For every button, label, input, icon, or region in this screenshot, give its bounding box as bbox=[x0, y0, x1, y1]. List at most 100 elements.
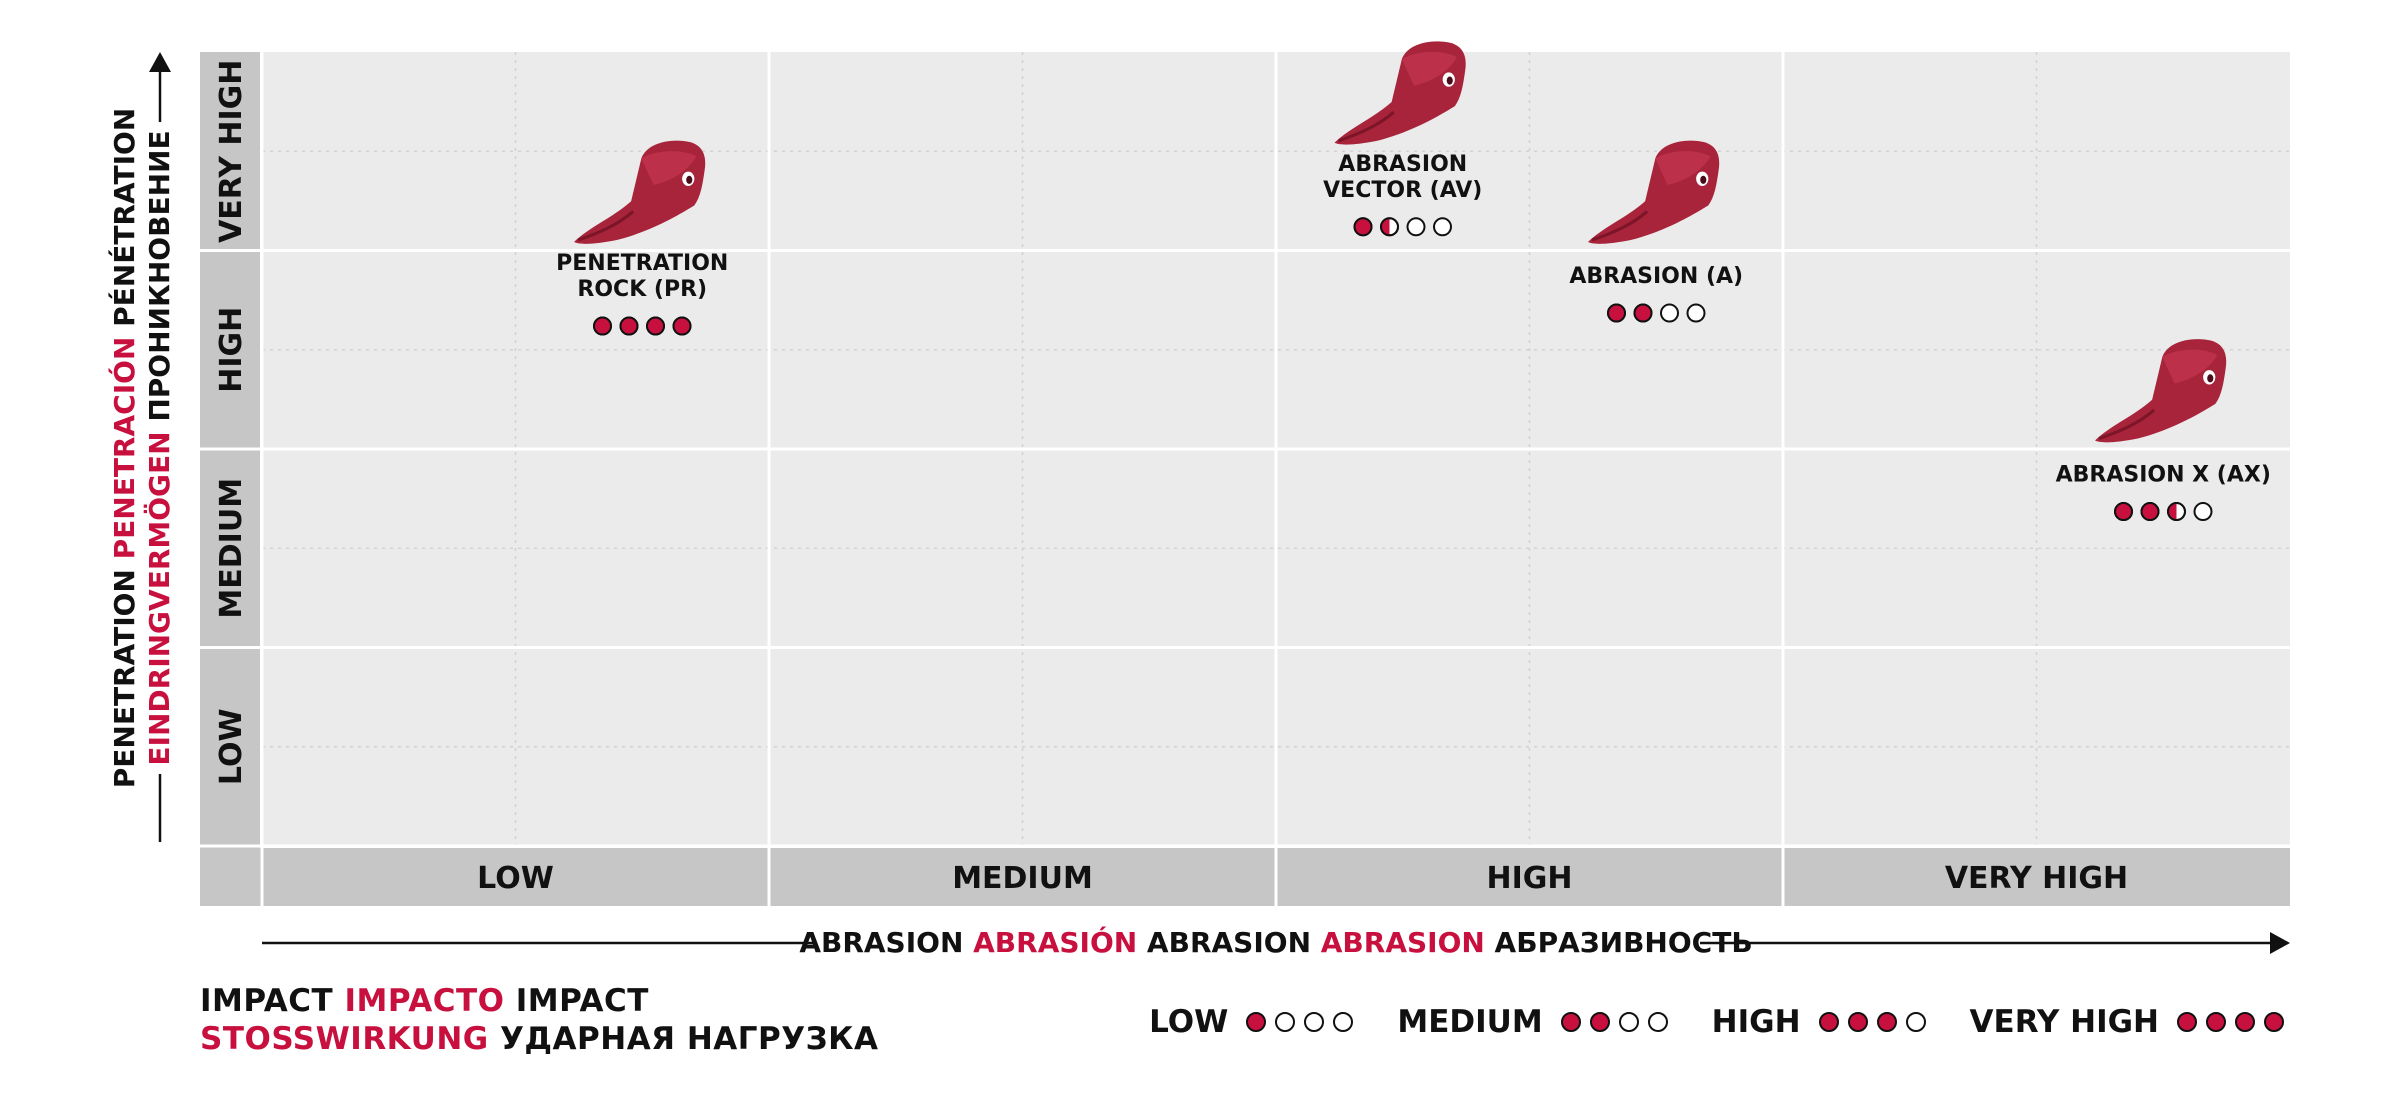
marker-edge bbox=[1338, 111, 1395, 143]
legend-dot bbox=[1618, 1012, 1639, 1032]
legend-level-label: MEDIUM bbox=[1397, 1004, 1543, 1040]
impact-dot-full bbox=[1633, 303, 1653, 323]
marker-pin-hole-inner bbox=[1700, 175, 1707, 184]
point-label: ABRASION bbox=[1338, 152, 1467, 177]
point-label: VECTOR (AV) bbox=[1323, 178, 1482, 203]
impact-dot-full bbox=[672, 316, 692, 336]
x-axis-title-part: ABRASIÓN bbox=[963, 925, 1137, 959]
legend-dot bbox=[2206, 1012, 2226, 1032]
impact-legend-title-line2: STOSSWIRKUNG УДАРНАЯ НАГРУЗКА bbox=[200, 1020, 879, 1058]
legend-title-part: IMPACT bbox=[504, 983, 649, 1019]
tooth-marker bbox=[2095, 339, 2227, 443]
legend-level-dots bbox=[1560, 1012, 1668, 1032]
legend-dot bbox=[1818, 1012, 1839, 1032]
y-axis-title-part: PÉNÉTRATION bbox=[107, 108, 141, 337]
legend-level: MEDIUM bbox=[1397, 1004, 1668, 1040]
impact-dot-full bbox=[593, 316, 612, 336]
legend-dot bbox=[1560, 1012, 1581, 1032]
impact-dot-full bbox=[646, 316, 665, 336]
x-axis-arrowhead bbox=[2270, 932, 2290, 954]
point-impact-dots bbox=[1607, 303, 1706, 323]
impact-dot-full bbox=[2140, 502, 2160, 522]
legend-title-part: IMPACTO bbox=[333, 983, 505, 1019]
x-axis-band bbox=[200, 848, 2290, 906]
impact-dot-border bbox=[2167, 502, 2186, 522]
marker-pin-hole-inner bbox=[686, 175, 693, 184]
legend-dot bbox=[1333, 1012, 1354, 1032]
marker-edge bbox=[2098, 408, 2156, 440]
legend-level: VERY HIGH bbox=[1970, 1004, 2284, 1040]
marker-highlight bbox=[2162, 349, 2218, 384]
legend-level-label: VERY HIGH bbox=[1969, 1004, 2159, 1040]
legend-level: LOW bbox=[1149, 1004, 1354, 1040]
impact-dot-full bbox=[619, 316, 639, 336]
point-impact-dots bbox=[1353, 217, 1452, 237]
x-axis-title: ABRASION ABRASIÓN ABRASION ABRASION АБРА… bbox=[799, 925, 1752, 959]
y-axis-title-part: ПРОНИКНОВЕНИЕ bbox=[143, 130, 176, 431]
point-label: ABRASION X (AX) bbox=[2056, 463, 2271, 488]
impact-legend-levels: LOW MEDIUM HIGH VERY HIGH bbox=[1149, 1004, 2284, 1040]
tooth-marker bbox=[1588, 140, 1720, 244]
legend-level-dots bbox=[1818, 1012, 1926, 1032]
legend-dot bbox=[1246, 1012, 1267, 1032]
impact-dot-full bbox=[1607, 303, 1626, 323]
point-label: ABRASION (A) bbox=[1569, 264, 1743, 289]
legend-title-part: IMPACT bbox=[200, 983, 334, 1019]
y-axis-title-part: EINDRINGVERMÖGEN bbox=[142, 431, 176, 765]
marker-highlight bbox=[1655, 151, 1711, 185]
marker-edge bbox=[577, 210, 635, 242]
y-axis-title-line1: PENETRATION PENETRACIÓN PÉNÉTRATION bbox=[107, 108, 141, 789]
legend-dot bbox=[2235, 1012, 2255, 1032]
tooth-marker bbox=[1334, 41, 1466, 145]
legend-title-part: STOSSWIRKUNG bbox=[200, 1021, 489, 1057]
marker-highlight bbox=[641, 151, 697, 185]
impact-legend-title: IMPACT IMPACTO IMPACT STOSSWIRKUNG УДАРН… bbox=[200, 982, 879, 1058]
legend-dot bbox=[1275, 1012, 1296, 1032]
legend-dot bbox=[1905, 1012, 1926, 1032]
impact-dot-full bbox=[2114, 502, 2133, 522]
marker-edge bbox=[1591, 210, 1649, 242]
legend-dot bbox=[1304, 1012, 1325, 1032]
legend-title-part: УДАРНАЯ НАГРУЗКА bbox=[488, 1021, 879, 1057]
x-axis-title-part: ABRASION bbox=[1137, 926, 1311, 959]
y-axis-title-part: PENETRATION bbox=[108, 569, 141, 788]
point-impact-dots bbox=[593, 316, 692, 336]
y-tick-label: HIGH bbox=[214, 307, 249, 393]
point-label: PENETRATION bbox=[556, 251, 728, 276]
x-tick-label: LOW bbox=[477, 861, 554, 896]
impact-dot-outline bbox=[1433, 217, 1452, 237]
impact-dot-outline bbox=[1660, 303, 1679, 323]
y-axis-title-part: PENETRACIÓN bbox=[107, 337, 141, 570]
legend-dot bbox=[1647, 1012, 1668, 1032]
x-tick-label: MEDIUM bbox=[952, 861, 1093, 896]
point-label: ROCK (PR) bbox=[577, 277, 707, 302]
x-axis-title-part: ABRASION bbox=[1311, 926, 1485, 959]
legend-dot bbox=[2177, 1012, 2197, 1032]
x-tick-label: HIGH bbox=[1486, 861, 1572, 896]
legend-level-label: HIGH bbox=[1711, 1004, 1801, 1040]
x-axis-title-part: ABRASION bbox=[799, 926, 963, 959]
point-impact-dots bbox=[2114, 502, 2213, 522]
impact-dot-full bbox=[1353, 217, 1373, 237]
marker-pin-hole-inner bbox=[1446, 76, 1453, 85]
legend-dot bbox=[1847, 1012, 1868, 1032]
legend-dot bbox=[2264, 1012, 2284, 1032]
tooth-marker bbox=[574, 140, 706, 244]
legend-dot bbox=[1589, 1012, 1610, 1032]
marker-pin-hole-inner bbox=[2207, 374, 2214, 383]
legend-level-label: LOW bbox=[1149, 1004, 1229, 1040]
impact-dot-border bbox=[1380, 217, 1399, 237]
y-tick-label: VERY HIGH bbox=[214, 60, 249, 243]
impact-legend-title-line1: IMPACT IMPACTO IMPACT bbox=[200, 982, 879, 1020]
y-tick-label: LOW bbox=[214, 708, 249, 785]
x-tick-label: VERY HIGH bbox=[1945, 861, 2128, 896]
legend-level-dots bbox=[1246, 1012, 1354, 1032]
legend-dot bbox=[1876, 1012, 1897, 1032]
legend-level: HIGH bbox=[1712, 1004, 1926, 1040]
y-axis-title-line2: EINDRINGVERMÖGEN ПРОНИКНОВЕНИЕ bbox=[142, 130, 176, 765]
marker-highlight bbox=[1401, 51, 1457, 86]
impact-dot-outline bbox=[1406, 217, 1426, 237]
y-axis-arrowhead bbox=[149, 52, 171, 72]
impact-dot-outline bbox=[1686, 303, 1706, 323]
